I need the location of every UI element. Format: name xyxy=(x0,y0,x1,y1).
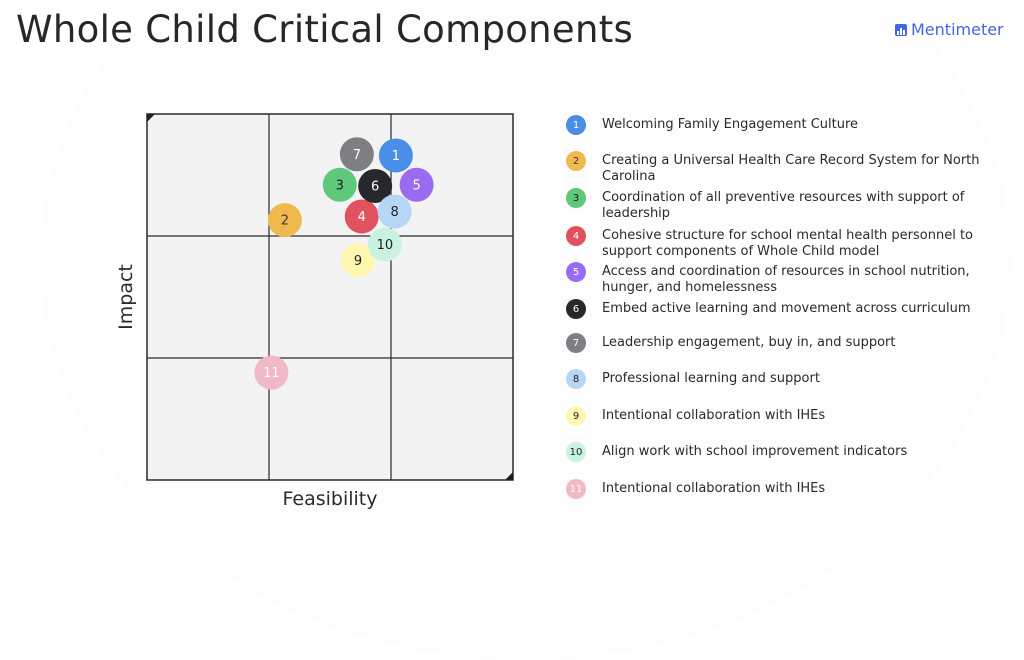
legend-number-badge: 5 xyxy=(566,262,586,282)
y-axis-arrow-icon xyxy=(147,114,155,122)
point-label: 6 xyxy=(371,179,379,194)
legend-number-badge: 6 xyxy=(566,299,586,319)
legend-number-badge: 8 xyxy=(566,369,586,389)
legend-text: Align work with school improvement indic… xyxy=(602,444,908,459)
data-point-4: 4 xyxy=(344,199,379,234)
point-label: 9 xyxy=(354,254,362,269)
legend-number-badge: 7 xyxy=(566,333,586,353)
chart-legend: 1 Welcoming Family Engagement Culture 2 Cre… xyxy=(566,0,1016,521)
y-axis-label: Impact xyxy=(115,264,137,330)
data-point-6: 6 xyxy=(358,168,393,203)
x-axis-label: Feasibility xyxy=(283,488,378,510)
legend-item-6: 6 Embed active learning and movement acro… xyxy=(566,299,1006,319)
point-marker xyxy=(254,355,289,390)
point-marker xyxy=(344,199,379,234)
plot-frame xyxy=(146,113,514,481)
point-marker xyxy=(358,168,393,203)
legend-text: Intentional collaboration with IHEs xyxy=(602,481,826,496)
legend-text: Professional learning and support xyxy=(602,371,820,386)
legend-text: Access and coordination of resources in … xyxy=(602,264,970,295)
point-label: 7 xyxy=(353,148,361,163)
data-point-10: 10 xyxy=(367,227,402,262)
point-label: 1 xyxy=(392,149,400,164)
x-axis-arrow-icon xyxy=(505,472,513,480)
point-label: 4 xyxy=(358,210,366,225)
brand-name: Mentimeter xyxy=(911,20,1004,39)
legend-number-badge: 2 xyxy=(566,151,586,171)
legend-text: Cohesive structure for school mental hea… xyxy=(602,228,974,259)
point-label: 3 xyxy=(336,178,344,193)
legend-item-10: 10 Align work with school improvement ind… xyxy=(566,442,1006,462)
chart-points: 1 2 3 4 5 6 7 8 9 10 11 xyxy=(254,137,434,390)
legend-item-2: 2 Creating a Universal Health Care Record… xyxy=(566,151,1006,185)
scatter-chart: 1 2 3 4 5 6 7 8 9 10 11 Feasibility Impact xyxy=(115,113,514,510)
legend-item-3: 3 Coordination of all preventive resource… xyxy=(566,188,1006,222)
point-marker xyxy=(377,194,412,229)
point-label: 10 xyxy=(377,238,394,253)
legend-item-5: 5 Access and coordination of resources in… xyxy=(566,262,1006,296)
legend-item-4: 4 Cohesive structure for school mental he… xyxy=(566,226,1006,260)
legend-number-badge: 4 xyxy=(566,226,586,246)
legend-item-1: 1 Welcoming Family Engagement Culture xyxy=(566,115,1006,135)
legend-item-11: 11 Intentional collaboration with IHEs xyxy=(566,479,1006,499)
point-marker xyxy=(367,227,402,262)
legend-number-badge: 11 xyxy=(566,479,586,499)
legend-text: Creating a Universal Health Care Record … xyxy=(602,153,980,184)
data-point-3: 3 xyxy=(322,167,357,202)
data-point-5: 5 xyxy=(399,167,434,202)
legend-number-badge: 10 xyxy=(566,442,586,462)
data-point-8: 8 xyxy=(377,194,412,229)
legend-text: Coordination of all preventive resources… xyxy=(602,190,965,221)
legend-text: Welcoming Family Engagement Culture xyxy=(602,117,859,132)
point-marker xyxy=(378,138,413,173)
data-point-2: 2 xyxy=(267,203,302,238)
legend-number-badge: 1 xyxy=(566,115,586,135)
page-title: Whole Child Critical Components xyxy=(16,8,634,51)
legend-text: Embed active learning and movement acros… xyxy=(602,301,971,316)
point-marker xyxy=(339,137,374,172)
point-label: 8 xyxy=(391,205,399,220)
legend-text: Intentional collaboration with IHEs xyxy=(602,408,826,423)
legend-number-badge: 9 xyxy=(566,406,586,426)
mentimeter-logo: Mentimeter xyxy=(895,20,1004,39)
legend-number-badge: 3 xyxy=(566,188,586,208)
data-point-11: 11 xyxy=(254,355,289,390)
data-point-7: 7 xyxy=(339,137,374,172)
point-label: 11 xyxy=(263,366,280,381)
legend-item-7: 7 Leadership engagement, buy in, and supp… xyxy=(566,333,1006,353)
point-marker xyxy=(322,167,357,202)
point-marker xyxy=(341,243,376,278)
chart-grid xyxy=(146,113,514,481)
legend-text: Leadership engagement, buy in, and suppo… xyxy=(602,335,896,350)
point-label: 5 xyxy=(412,178,420,193)
point-marker xyxy=(267,203,302,238)
data-point-9: 9 xyxy=(341,243,376,278)
legend-item-8: 8 Professional learning and support xyxy=(566,369,1006,389)
point-label: 2 xyxy=(281,214,289,229)
mentimeter-bars-icon xyxy=(895,23,907,36)
data-point-1: 1 xyxy=(378,138,413,173)
point-marker xyxy=(399,167,434,202)
legend-item-9: 9 Intentional collaboration with IHEs xyxy=(566,406,1006,426)
